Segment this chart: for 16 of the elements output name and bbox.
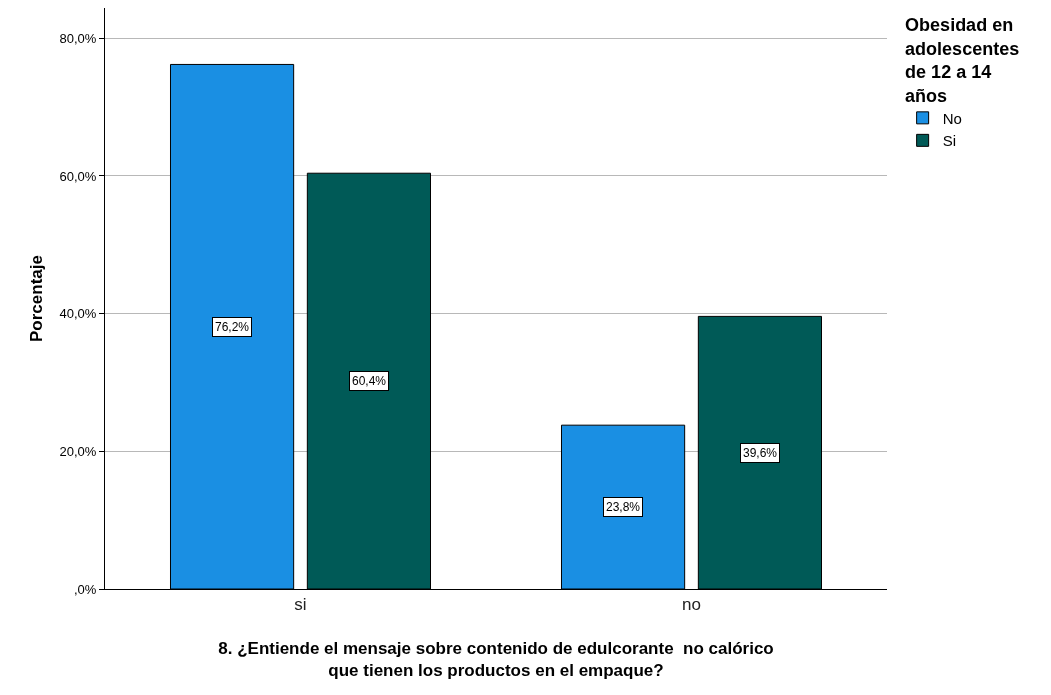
data-label: 60,4% bbox=[352, 374, 387, 388]
x-tick-label: no bbox=[682, 595, 701, 615]
legend-label: Si bbox=[942, 132, 956, 150]
data-label: 76,2% bbox=[215, 320, 250, 334]
legend-label: No bbox=[942, 109, 962, 127]
legend-title: Obesidad en adolescentes de 12 a 14 años bbox=[905, 15, 1020, 106]
y-tick-label: 60,0% bbox=[59, 168, 97, 184]
y-tick-label: 80,0% bbox=[59, 30, 97, 46]
y-tick-label: ,0% bbox=[73, 581, 97, 597]
x-axis-title: 8. ¿Entiende el mensaje sobre contenido de edulcorante no calórico que tienen los productos en el empaque? bbox=[218, 638, 774, 680]
y-tick-label: 40,0% bbox=[59, 306, 97, 322]
x-tick-label: si bbox=[294, 595, 307, 615]
data-label: 23,8% bbox=[606, 500, 641, 514]
data-label: 39,6% bbox=[743, 446, 778, 460]
y-tick-label: 20,0% bbox=[59, 443, 97, 459]
y-axis-title: Porcentaje bbox=[27, 255, 47, 342]
